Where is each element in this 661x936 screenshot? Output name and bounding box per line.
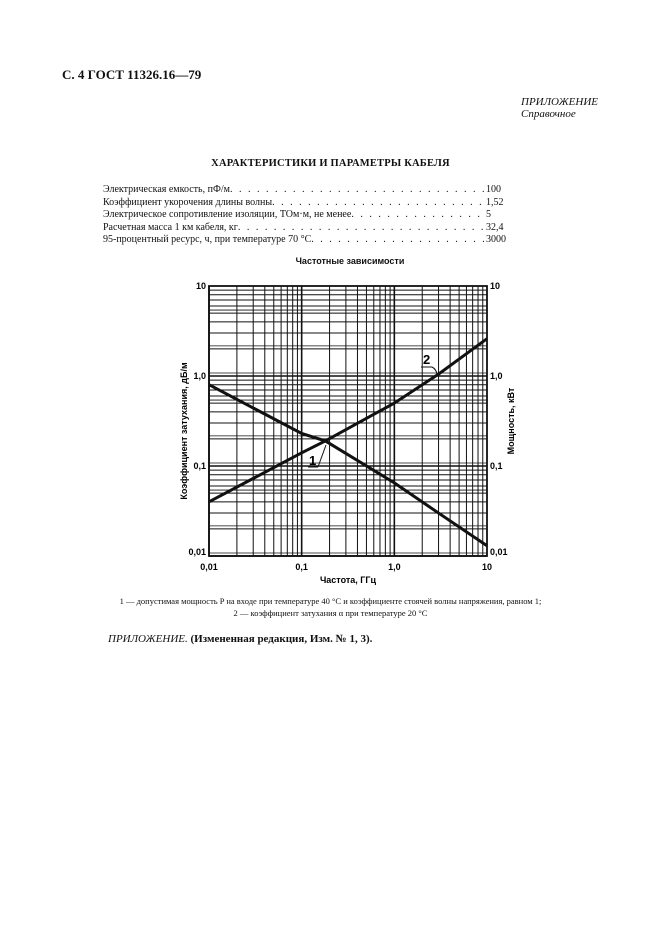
y-tick-label-left: 0,01 bbox=[188, 547, 206, 557]
section-title: ХАРАКТЕРИСТИКИ И ПАРАМЕТРЫ КАБЕЛЯ bbox=[211, 158, 450, 169]
spec-label: Электрическая емкость, пФ/м bbox=[103, 184, 230, 195]
spec-row: Расчетная масса 1 км кабеля, кг . . . . … bbox=[103, 222, 506, 235]
spec-label: Электрическое сопротивление изоляции, ТО… bbox=[103, 209, 352, 220]
caption-line-2: 2 — коэффициент затухания α при температ… bbox=[233, 608, 428, 618]
spec-label: Расчетная масса 1 км кабеля, кг bbox=[103, 221, 238, 233]
y-tick-label-right: 0,1 bbox=[490, 461, 503, 471]
page-header: С. 4 ГОСТ 11326.16—79 bbox=[62, 67, 202, 82]
leader-dots: . . . . . . . . . . . . . . . . . . . . … bbox=[229, 184, 484, 195]
plot-frame bbox=[208, 285, 488, 557]
x-tick-label: 10 bbox=[482, 562, 492, 572]
y-tick-label-left: 0,1 bbox=[193, 461, 206, 471]
spec-row: Коэффициент укорочения длины волны . . .… bbox=[103, 197, 506, 210]
spec-value: 5 bbox=[486, 209, 491, 220]
chart-title: Частотные зависимости bbox=[295, 256, 405, 266]
series-line-1 bbox=[208, 383, 488, 547]
spec-value: 32,4 bbox=[486, 221, 504, 233]
leader-dots: . . . . . . . . . . . . . . . . . . . . … bbox=[272, 196, 484, 208]
appendix-label: ПРИЛОЖЕНИЕ Справочное bbox=[521, 96, 598, 120]
spec-label: Коэффициент укорочения длины волны bbox=[103, 196, 273, 208]
leader-dots: . . . . . . . . . . . . . . . . . . . . … bbox=[237, 221, 484, 233]
curve-label-1: 1 bbox=[309, 453, 316, 468]
specs-list: Электрическая емкость, пФ/м . . . . . . … bbox=[103, 184, 506, 247]
curve-label-2-leader bbox=[431, 366, 438, 375]
curve-label-2: 2 bbox=[423, 352, 430, 367]
spec-value: 1,52 bbox=[486, 196, 504, 208]
leader-dots: . . . . . . . . . . . . . . . . . . . . … bbox=[351, 209, 484, 220]
y-axis-label-right: Мощность, кВт bbox=[506, 387, 516, 454]
x-axis-label: Частота, ГГц bbox=[320, 575, 377, 585]
y-tick-label-right: 10 bbox=[490, 281, 500, 291]
footnote-label: ПРИЛОЖЕНИЕ. bbox=[108, 633, 188, 645]
spec-value: 100 bbox=[486, 184, 501, 195]
y-axis-label-left: Коэффициент затухания, дБ/м bbox=[179, 362, 189, 500]
series-line-2 bbox=[208, 337, 488, 504]
spec-row: 95-процентный ресурс, ч, при температуре… bbox=[103, 234, 506, 247]
spec-label: 95-процентный ресурс, ч, при температуре… bbox=[103, 234, 312, 245]
leader-dots: . . . . . . . . . . . . . . . . . . . . … bbox=[311, 234, 484, 245]
footnote-text: (Измененная редакция, Изм. № 1, 3). bbox=[187, 633, 373, 645]
spec-value: 3000 bbox=[486, 234, 506, 245]
appendix-title: ПРИЛОЖЕНИЕ bbox=[521, 96, 598, 108]
x-tick-label: 0,1 bbox=[295, 562, 308, 572]
y-tick-label-right: 0,01 bbox=[490, 547, 508, 557]
caption-line-1: 1 — допустимая мощность P на входе при т… bbox=[119, 596, 542, 606]
appendix-type: Справочное bbox=[521, 108, 576, 120]
curve-label-1-leader bbox=[317, 444, 327, 468]
x-tick-label: 0,01 bbox=[200, 562, 218, 572]
spec-row: Электрическое сопротивление изоляции, ТО… bbox=[103, 209, 506, 222]
y-tick-label-left: 1,0 bbox=[193, 371, 206, 381]
spec-row: Электрическая емкость, пФ/м . . . . . . … bbox=[103, 184, 506, 197]
footnote: ПРИЛОЖЕНИЕ. (Измененная редакция, Изм. №… bbox=[108, 633, 372, 645]
y-tick-label-left: 10 bbox=[196, 281, 206, 291]
y-tick-label-right: 1,0 bbox=[490, 371, 503, 381]
x-tick-label: 1,0 bbox=[388, 562, 401, 572]
